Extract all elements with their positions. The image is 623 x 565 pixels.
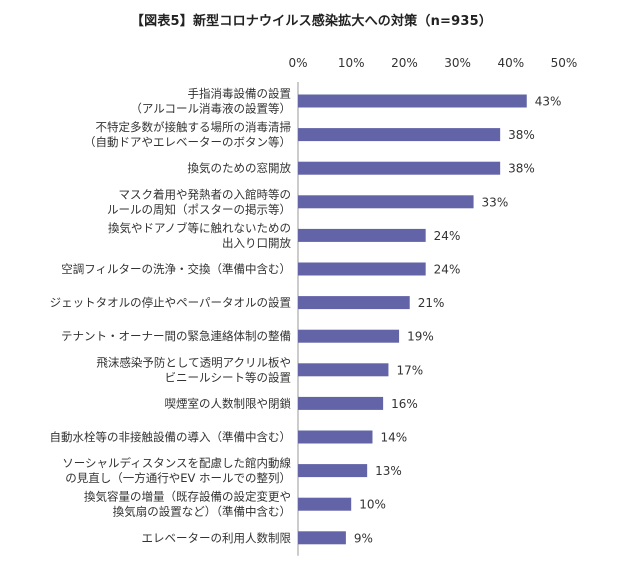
- bar-value-label: 24%: [434, 263, 461, 277]
- category-label: マスク着用や発熱者の入館時等の: [119, 187, 292, 201]
- bar: [298, 464, 368, 478]
- bar: [298, 329, 400, 343]
- category-label: ソーシャルディスタンスを配慮した館内動線: [62, 456, 291, 470]
- bar: [298, 430, 373, 444]
- category-label: （アルコール消毒液の設置等）: [130, 102, 291, 116]
- category-label: 出入り口開放: [222, 236, 291, 250]
- chart-title: 【図表5】新型コロナウイルス感染拡大への対策（n=935）: [130, 14, 493, 29]
- bar: [298, 195, 474, 209]
- bar: [298, 531, 346, 545]
- category-label: 換気容量の増量（既存設備の設定変更や: [84, 490, 291, 504]
- bar-value-label: 19%: [407, 330, 434, 344]
- bar: [298, 228, 426, 242]
- bar: [298, 128, 501, 142]
- category-label: 換気やドアノブ等に触れないための: [108, 221, 291, 235]
- bar: [298, 497, 352, 511]
- bar: [298, 363, 389, 377]
- category-label: 換気のための窓開放: [188, 161, 292, 175]
- bar-value-label: 16%: [391, 397, 418, 411]
- bar-value-label: 33%: [482, 195, 509, 209]
- category-label: の見直し（一方通行やEV ホールでの整列）: [65, 471, 291, 485]
- bar-value-label: 38%: [508, 128, 535, 142]
- bar: [298, 296, 410, 310]
- category-label: （自動ドアやエレベーターのボタン等）: [84, 135, 291, 149]
- category-label: ビニールシート等の設置: [165, 370, 292, 384]
- bar-value-label: 10%: [359, 498, 386, 512]
- bar-value-label: 24%: [434, 229, 461, 243]
- x-tick-label: 10%: [338, 56, 365, 70]
- bar-value-label: 9%: [354, 531, 373, 545]
- category-label: 手指消毒設備の設置: [188, 87, 292, 101]
- category-label: ジェットタオルの停止やペーパータオルの設置: [50, 296, 291, 310]
- x-tick-label: 20%: [391, 56, 418, 70]
- category-label: ルールの周知（ポスターの掲示等）: [107, 202, 291, 216]
- category-label: 空調フィルターの洗浄・交換（準備中含む）: [61, 262, 291, 276]
- category-label: 喫煙室の人数制限や閉鎖: [165, 396, 292, 410]
- category-label: 換気扇の設置など）（準備中含む）: [113, 505, 291, 519]
- x-tick-label: 0%: [288, 56, 307, 70]
- bar-value-label: 17%: [396, 363, 423, 377]
- bar: [298, 94, 527, 108]
- x-tick-label: 30%: [444, 56, 471, 70]
- category-label: 不特定多数が接触する場所の消毒清掃: [96, 120, 292, 134]
- bar: [298, 161, 501, 175]
- bar-value-label: 21%: [418, 296, 445, 310]
- x-tick-label: 40%: [497, 56, 524, 70]
- category-label: テナント・オーナー間の緊急連絡体制の整備: [61, 329, 291, 343]
- category-label: 自動水栓等の非接触設備の導入（準備中含む）: [50, 430, 292, 444]
- bar-value-label: 43%: [535, 95, 562, 109]
- bar-value-label: 38%: [508, 162, 535, 176]
- category-label: エレベーターの利用人数制限: [142, 531, 292, 545]
- bar-value-label: 13%: [375, 464, 402, 478]
- bar-value-label: 14%: [380, 431, 407, 445]
- x-tick-label: 50%: [551, 56, 578, 70]
- category-label: 飛沫感染予防として透明アクリル板や: [96, 355, 291, 369]
- bar: [298, 262, 426, 276]
- bar: [298, 396, 384, 410]
